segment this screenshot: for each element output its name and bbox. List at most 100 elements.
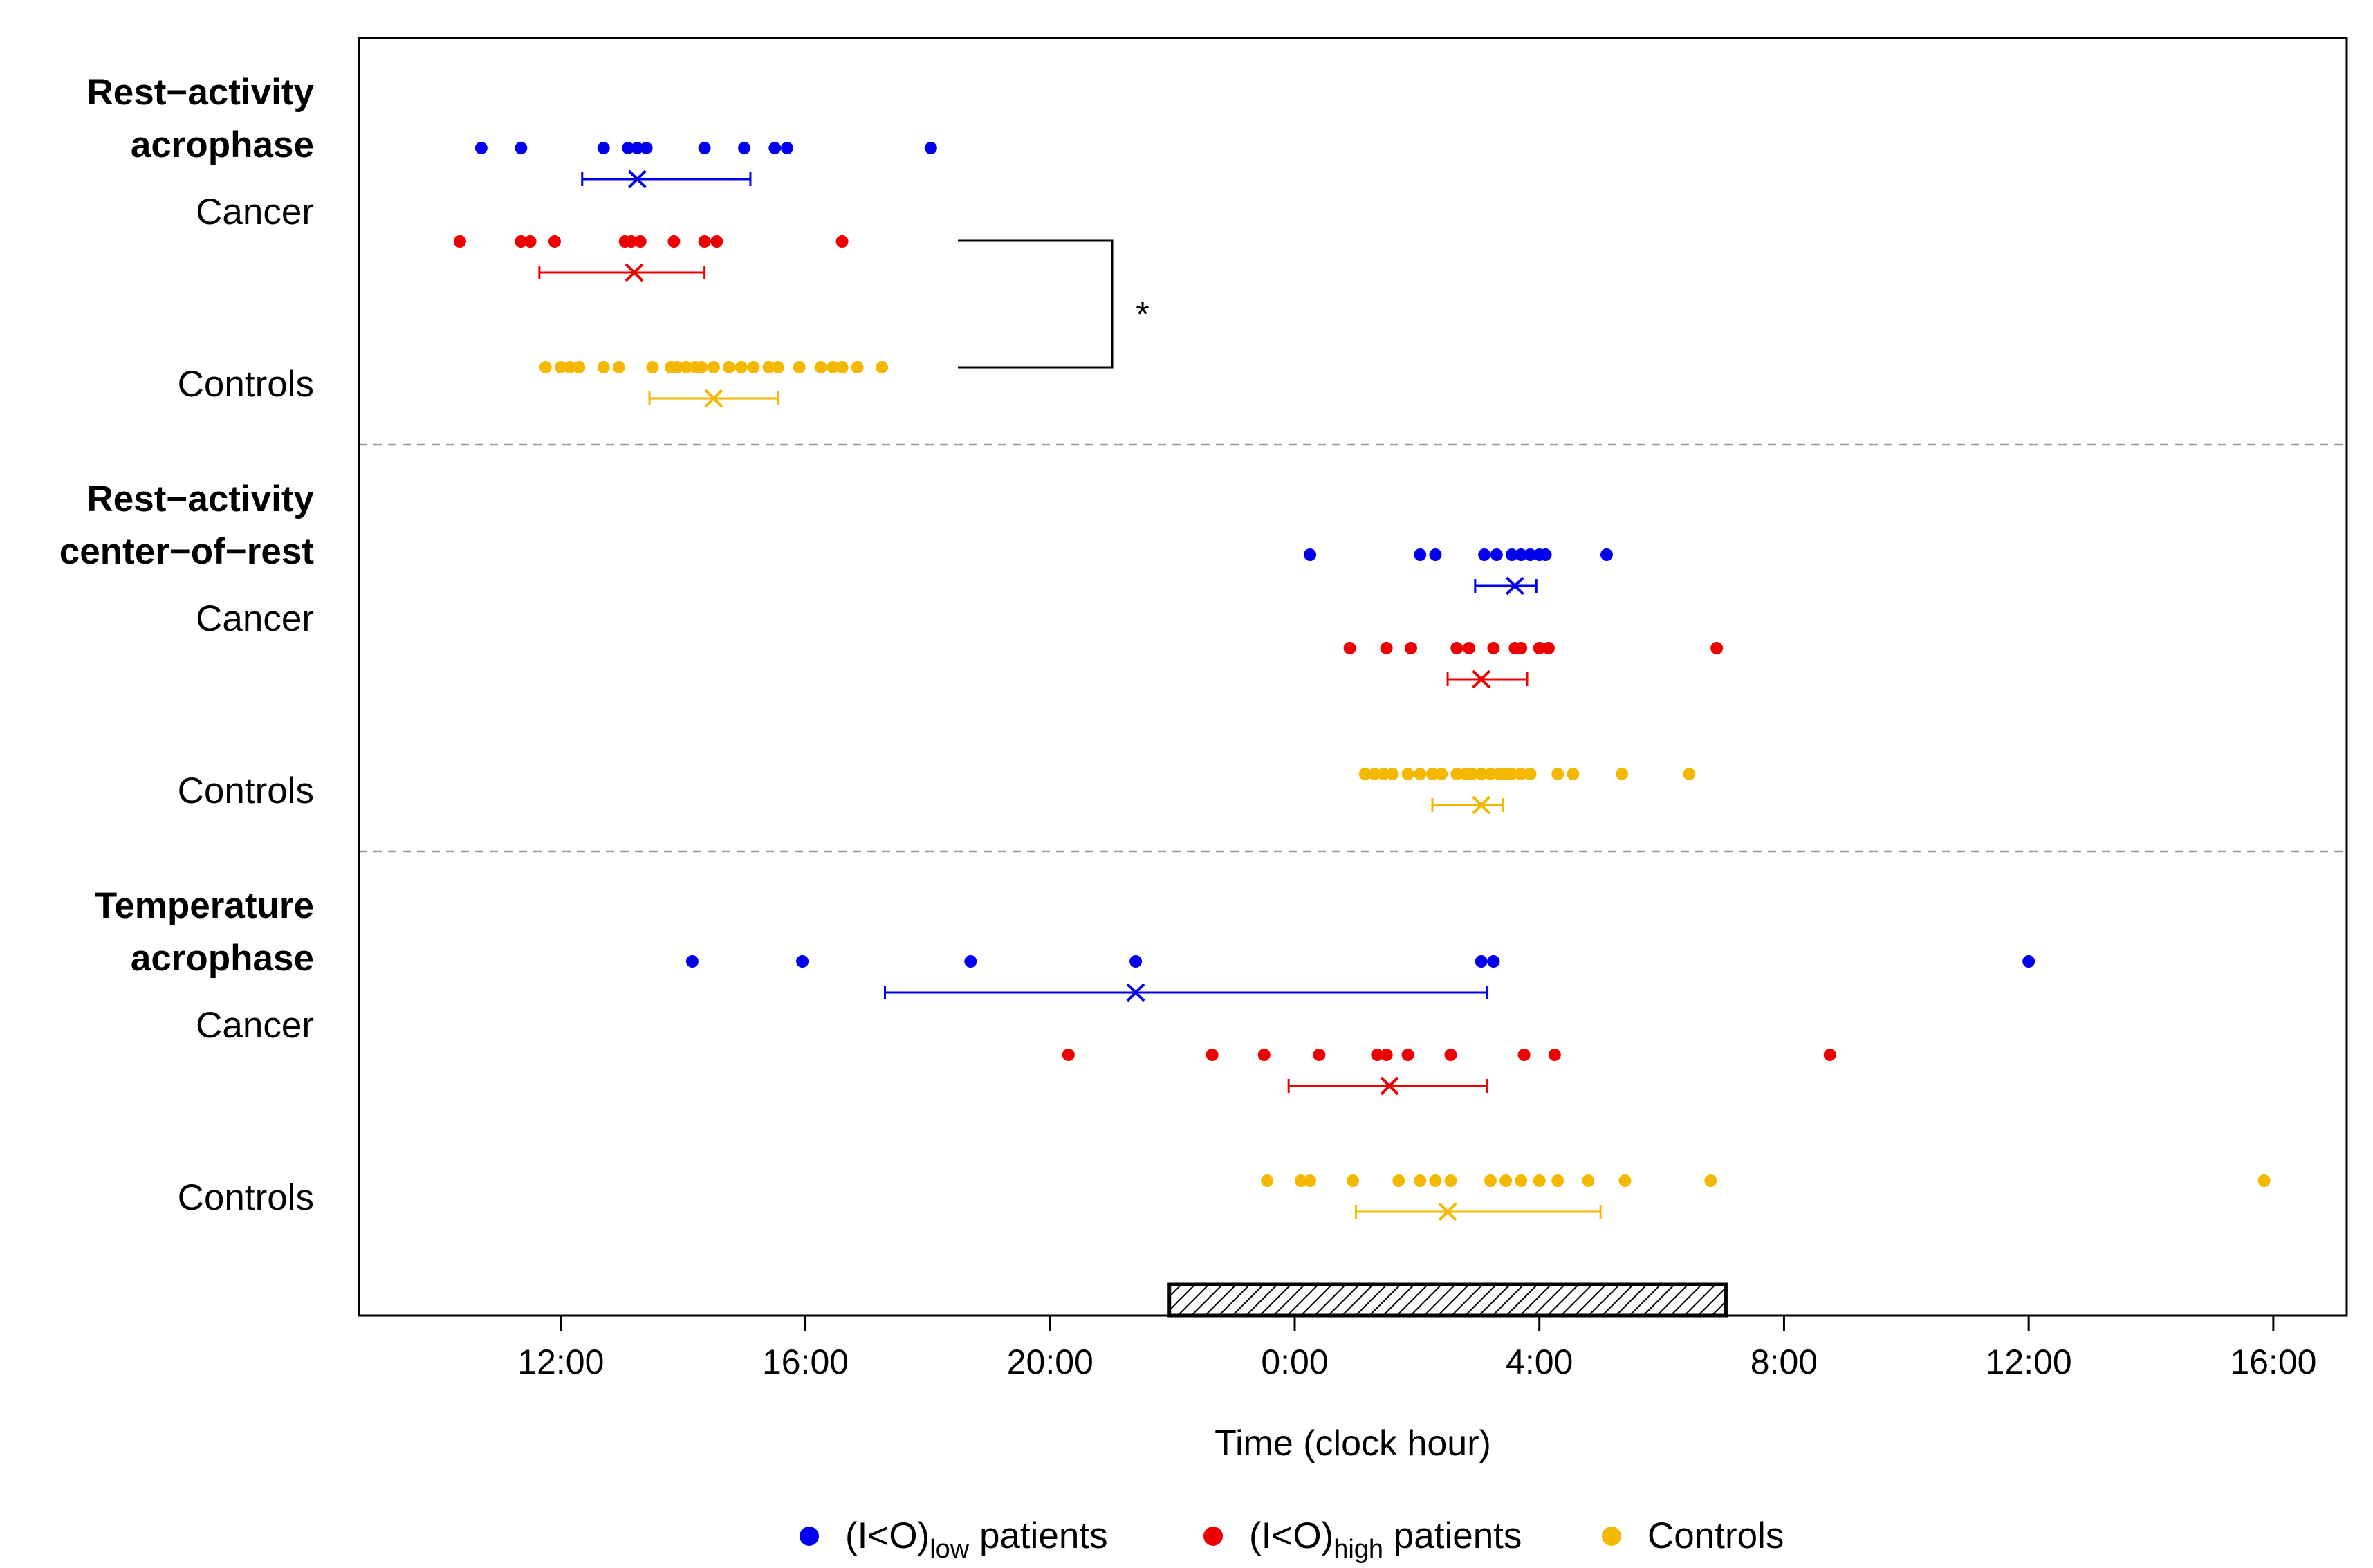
x-tick-label-5: 8:00	[1751, 1343, 1818, 1381]
point-controls-1-0	[1358, 768, 1372, 780]
group-low-0	[474, 142, 937, 189]
group-high-0	[453, 235, 849, 282]
point-controls-0-16	[762, 361, 775, 373]
point-controls-0-19	[814, 361, 827, 373]
point-high-2-6	[1401, 1049, 1414, 1061]
point-low-2-3	[1129, 955, 1143, 968]
significance-star-0: *	[1136, 295, 1149, 334]
panels: Rest−activityacrophaseCancerControls*Res…	[59, 72, 2347, 1221]
point-controls-2-5	[1414, 1174, 1427, 1187]
point-controls-1-17	[1524, 768, 1537, 780]
point-low-2-6	[2022, 955, 2035, 968]
point-high-0-3	[548, 235, 561, 248]
point-high-0-6	[634, 235, 647, 248]
point-controls-0-6	[646, 361, 659, 373]
group-controls-2	[1261, 1174, 2271, 1221]
x-tick-label-0: 12:00	[517, 1343, 604, 1381]
point-controls-0-9	[680, 361, 693, 373]
point-controls-2-0	[1261, 1174, 1274, 1187]
point-low-0-1	[515, 142, 528, 154]
point-controls-0-12	[707, 361, 720, 373]
x-axis-title: Time (clock hour)	[1215, 1423, 1491, 1464]
x-axis: 12:00 16:00 20:00 0:00 4:00 8:00 12:00 16:00	[517, 1314, 2316, 1381]
point-controls-2-12	[1551, 1174, 1564, 1187]
point-controls-0-3	[573, 361, 586, 373]
point-low-0-7	[738, 142, 751, 154]
point-controls-1-21	[1683, 768, 1696, 780]
point-low-1-6	[1515, 548, 1528, 561]
panel-0: Rest−activity acrophase Cancer Controls *	[87, 72, 1149, 408]
legend-label-controls: Controls	[1647, 1515, 1784, 1556]
point-low-1-0	[1304, 548, 1317, 561]
mean-marker-b-controls-0	[704, 389, 723, 408]
x-tick-label-3: 0:00	[1261, 1343, 1328, 1381]
group-label-cancer-2: Cancer	[196, 1005, 314, 1046]
point-high-1-7	[1515, 642, 1528, 654]
point-controls-0-15	[747, 361, 760, 373]
point-high-1-4	[1463, 642, 1476, 654]
point-controls-2-11	[1533, 1174, 1546, 1187]
mean-marker-b-low-0	[627, 169, 647, 189]
point-low-0-10	[924, 142, 937, 154]
point-low-0-4	[631, 142, 644, 154]
point-controls-0-8	[670, 361, 683, 373]
legend-prefix-low: (I<O)	[845, 1515, 930, 1556]
group-low-2	[685, 955, 2035, 1002]
point-controls-2-16	[2257, 1174, 2271, 1187]
point-high-0-0	[453, 235, 466, 248]
group-label-controls-2: Controls	[178, 1177, 314, 1218]
mean-marker-b-low-2	[1126, 983, 1145, 1002]
point-high-1-9	[1542, 642, 1555, 654]
point-high-1-2	[1405, 642, 1418, 654]
mean-marker-b-high-0	[625, 263, 644, 282]
point-controls-0-13	[723, 361, 736, 373]
point-low-2-4	[1475, 955, 1488, 968]
point-controls-1-18	[1551, 768, 1564, 780]
point-controls-1-3	[1386, 768, 1399, 780]
x-tick-label-6: 12:00	[1986, 1343, 2072, 1381]
point-controls-1-20	[1616, 768, 1629, 780]
legend-prefix-high: (I<O)	[1249, 1515, 1333, 1556]
group-high-1	[1343, 642, 1724, 689]
point-high-2-1	[1206, 1049, 1219, 1061]
point-high-0-7	[667, 235, 681, 248]
point-controls-1-1	[1367, 768, 1381, 780]
point-controls-2-1	[1294, 1174, 1307, 1187]
group-controls-1	[1358, 768, 1696, 815]
point-high-0-8	[698, 235, 711, 248]
point-high-0-5	[625, 235, 638, 248]
group-low-1	[1304, 548, 1613, 596]
point-low-0-8	[768, 142, 782, 154]
point-low-1-1	[1414, 548, 1427, 561]
point-high-0-2	[524, 235, 537, 248]
significance-bracket-0	[958, 239, 1114, 369]
legend-sub-low: low	[930, 1535, 970, 1564]
point-controls-0-23	[876, 361, 889, 373]
point-low-0-2	[597, 142, 610, 154]
legend-suffix-high: patients	[1383, 1515, 1522, 1556]
point-low-0-5	[640, 142, 653, 154]
point-controls-2-3	[1347, 1174, 1359, 1187]
point-low-1-7	[1524, 548, 1537, 561]
point-high-0-9	[710, 235, 723, 248]
point-controls-1-10	[1466, 768, 1479, 780]
point-controls-2-6	[1429, 1174, 1442, 1187]
group-controls-0	[539, 361, 889, 408]
point-high-2-10	[1823, 1049, 1836, 1061]
point-low-1-3	[1478, 548, 1491, 561]
panel-title-2-0: Temperature	[95, 885, 314, 926]
mean-marker-b-low-1	[1505, 576, 1524, 596]
point-controls-0-17	[771, 361, 784, 373]
point-controls-2-9	[1499, 1174, 1513, 1187]
point-controls-0-2	[564, 361, 577, 373]
legend-marker-high	[1203, 1527, 1223, 1546]
point-low-1-9	[1539, 548, 1552, 561]
point-controls-2-7	[1444, 1174, 1457, 1187]
point-high-2-9	[1548, 1049, 1561, 1061]
point-low-0-6	[698, 142, 711, 154]
point-low-0-0	[474, 142, 488, 154]
point-high-2-2	[1257, 1049, 1271, 1061]
group-high-2	[1062, 1049, 1836, 1096]
point-controls-0-20	[827, 361, 840, 373]
